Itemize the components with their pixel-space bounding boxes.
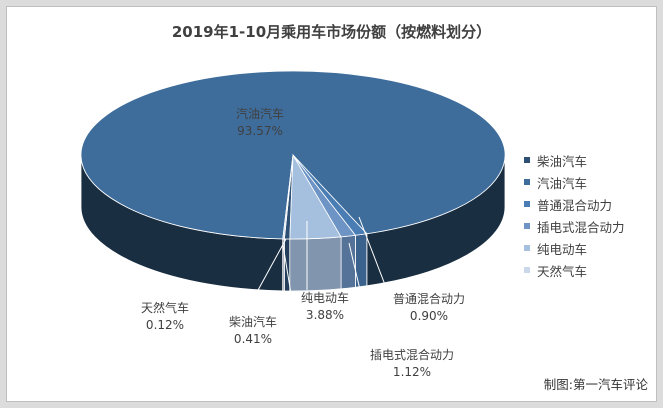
pie-tops [80, 70, 506, 342]
chart-frame: 2019年1-10月乘用车市场份额（按燃料划分） 柴油汽车 汽油汽车 普通混合动… [6, 6, 657, 402]
pie-slice-5 [282, 154, 294, 240]
legend-swatch [524, 157, 530, 163]
legend-swatch [524, 267, 530, 273]
data-label-value: 1.12% [392, 365, 432, 379]
data-label-name: 纯电动车 [300, 291, 350, 305]
chart-title: 2019年1-10月乘用车市场份额（按燃料划分） [171, 23, 492, 41]
leader-line-1 [358, 216, 388, 291]
data-label-phev: 插电式混合动力 1.12% [370, 347, 454, 381]
legend-item-cng: 天然气车 [524, 259, 625, 281]
data-label-name: 天然气车 [140, 301, 190, 315]
data-label-name: 柴油汽车 [228, 315, 278, 329]
data-label-hybrid: 普通混合动力 0.90% [393, 291, 465, 325]
data-label-cng: 天然气车 0.12% [141, 300, 189, 334]
legend-swatch [524, 245, 530, 251]
data-label-name: 插电式混合动力 [369, 348, 455, 362]
legend-item-gasoline: 汽油汽车 [524, 171, 625, 193]
leader-line-3 [245, 238, 287, 313]
legend-item-bev: 纯电动车 [524, 237, 625, 259]
legend-item-phev: 插电式混合动力 [524, 215, 625, 237]
data-label-diesel: 柴油汽车 0.41% [229, 314, 277, 348]
leader-line-4 [282, 244, 295, 313]
data-label-value: 3.88% [305, 308, 345, 322]
chart-credit: 制图:第一汽车评论 [543, 377, 648, 392]
legend-label: 汽油汽车 [537, 175, 588, 191]
data-label-name: 汽油汽车 [235, 107, 285, 121]
legend-item-diesel: 柴油汽车 [524, 149, 625, 171]
legend-swatch [524, 179, 530, 185]
legend-label: 柴油汽车 [537, 153, 588, 169]
pie-chart [80, 70, 506, 342]
data-label-value: 0.90% [409, 309, 449, 323]
legend-item-hybrid: 普通混合动力 [524, 193, 625, 215]
legend-swatch [524, 223, 530, 229]
legend-label: 插电式混合动力 [537, 219, 625, 235]
legend-label: 普通混合动力 [537, 197, 613, 213]
leader-line-2 [348, 242, 373, 342]
data-label-value: 0.12% [145, 318, 185, 332]
legend-label: 天然气车 [537, 263, 588, 279]
pie-slice-2 [292, 154, 368, 236]
pie-side-4 [289, 236, 342, 292]
legend-label: 纯电动车 [537, 241, 588, 257]
data-label-value: 93.57% [237, 124, 283, 138]
data-label-gasoline: 汽油汽车 93.57% [236, 106, 284, 140]
legend-swatch [524, 201, 530, 207]
chart-legend: 柴油汽车 汽油汽车 普通混合动力 插电式混合动力 纯电动车 天然气车 [524, 149, 625, 281]
data-label-bev: 纯电动车 3.88% [301, 290, 349, 324]
data-label-name: 普通混合动力 [392, 292, 466, 306]
data-label-value: 0.41% [233, 332, 273, 346]
